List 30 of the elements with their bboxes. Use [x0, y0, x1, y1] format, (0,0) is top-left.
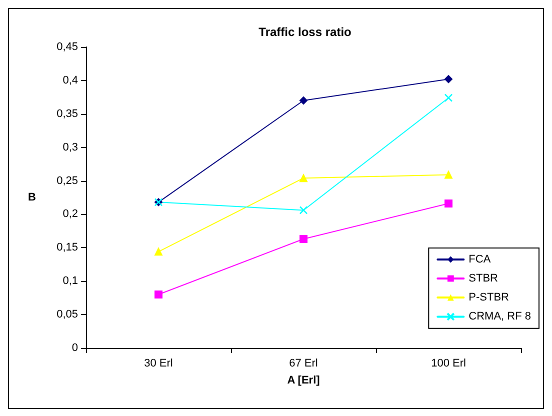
y-tick-label: 0,45: [56, 41, 78, 53]
x-tick-label: 30 Erl: [144, 358, 173, 370]
point: [444, 200, 452, 208]
legend-label: STBR: [468, 272, 498, 284]
legend-label: P-STBR: [468, 292, 510, 304]
y-tick-label: 0,3: [62, 141, 78, 154]
y-tick-label: 0,4: [62, 74, 78, 86]
x-tick-label: 67 Erl: [289, 358, 318, 370]
point: [154, 248, 162, 256]
legend-label: FCA: [468, 254, 492, 266]
legend-label: CRMA, RF 8: [468, 310, 532, 323]
y-tick-label: 0: [72, 342, 78, 354]
x-tick-label: 100 Erl: [431, 358, 466, 370]
y-tick-label: 0,25: [56, 174, 78, 187]
point: [300, 96, 308, 105]
y-tick-label: 0,15: [56, 242, 78, 254]
point: [444, 75, 452, 84]
point: [444, 94, 453, 102]
point: [154, 290, 162, 298]
y-tick-label: 0,2: [62, 208, 78, 220]
x-axis-title: A [Erl]: [287, 374, 320, 386]
point: [300, 234, 308, 243]
point: [444, 170, 452, 179]
y-tick-label: 0,35: [56, 108, 78, 120]
point: [299, 206, 308, 214]
y-tick-label: 0,1: [62, 275, 78, 288]
chart-title: Traffic loss ratio: [258, 25, 352, 39]
y-axis-title: B: [28, 192, 36, 204]
point: [300, 174, 308, 182]
y-tick-label: 0,05: [56, 308, 78, 321]
